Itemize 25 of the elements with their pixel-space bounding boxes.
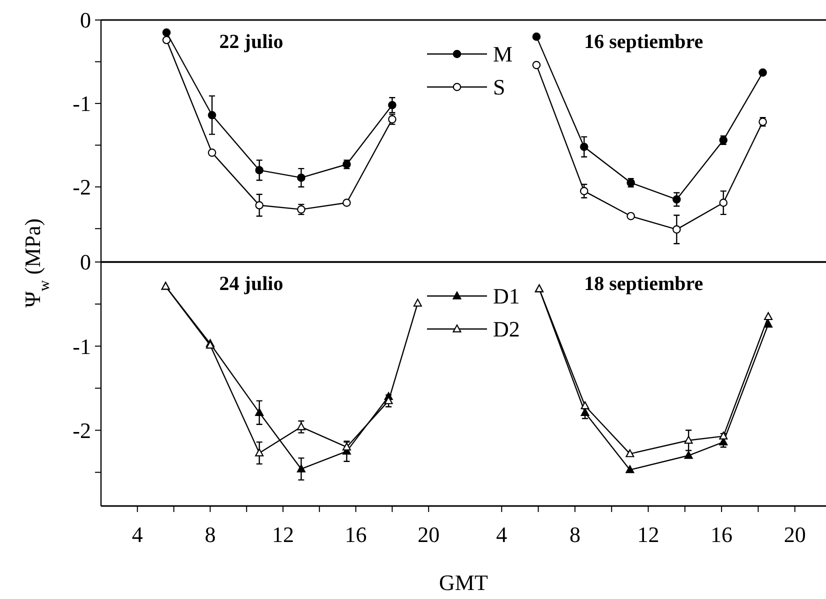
x-tick-label: 8 (569, 522, 580, 547)
x-tick-label: 4 (496, 522, 508, 547)
x-tick-label: 16 (710, 522, 733, 547)
text: 22 julio (219, 31, 284, 53)
x-tick-label: 12 (637, 522, 660, 547)
y-tick-label: -2 (72, 174, 91, 200)
legend-label: M (493, 42, 513, 67)
legend-label: D2 (493, 316, 520, 342)
x-tick-label: 16 (344, 522, 367, 547)
y-tick-label: 0 (80, 8, 91, 33)
x-tick-label: 12 (272, 522, 294, 547)
x-axis-title: GMT (439, 570, 489, 595)
x-tick-label: 20 (418, 522, 440, 547)
x-tick-label: 20 (784, 522, 806, 547)
text: 24 julio (219, 273, 284, 295)
x-tick-label: 4 (132, 522, 143, 547)
text: 16 septiembre (584, 31, 704, 53)
text: 18 septiembre (584, 273, 704, 295)
y-tick-label: 0 (80, 250, 91, 275)
y-tick-label: -1 (72, 91, 91, 116)
y-tick-label: -2 (72, 418, 91, 443)
legend-label: D1 (493, 284, 520, 309)
legend-label: S (493, 74, 506, 100)
x-tick-label: 8 (204, 522, 216, 547)
y-tick-label: -1 (72, 334, 91, 359)
